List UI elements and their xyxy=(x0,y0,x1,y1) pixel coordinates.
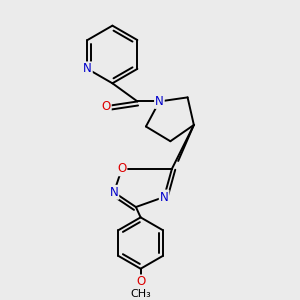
Text: N: N xyxy=(155,95,164,108)
Text: O: O xyxy=(101,100,111,113)
Text: N: N xyxy=(110,186,118,199)
Text: N: N xyxy=(160,190,169,203)
Text: CH₃: CH₃ xyxy=(130,290,151,299)
Text: N: N xyxy=(83,62,92,75)
Text: O: O xyxy=(136,275,145,288)
Text: O: O xyxy=(117,162,126,175)
